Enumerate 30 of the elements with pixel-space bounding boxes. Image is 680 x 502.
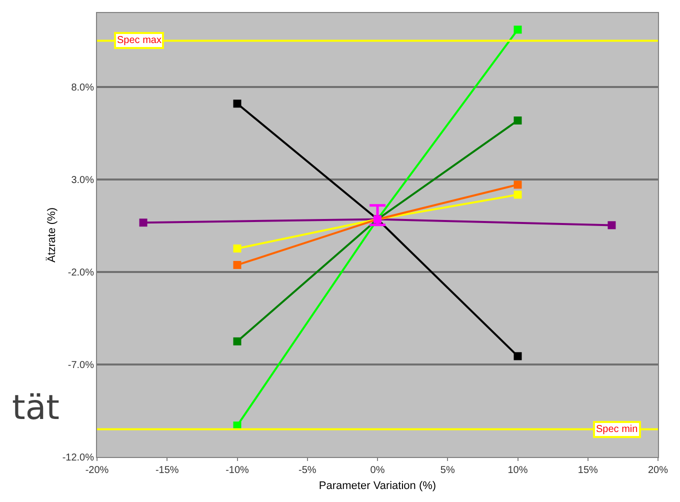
ref-line-label: Spec max [117, 35, 162, 46]
point [139, 218, 148, 227]
point [233, 100, 242, 108]
x-tick-label: -15% [155, 465, 179, 476]
point [514, 180, 522, 189]
x-tick-label: 15% [578, 465, 598, 476]
point [514, 190, 522, 199]
y-tick-label: 3.0% [71, 175, 94, 186]
point [233, 337, 242, 346]
x-tick-label: -10% [226, 465, 250, 476]
x-tick-label: -5% [298, 465, 316, 476]
x-tick-label: -20% [85, 465, 109, 476]
x-tick-label: 0% [370, 465, 385, 476]
point [608, 221, 616, 230]
y-tick-label: 8.0% [71, 82, 94, 94]
point [233, 244, 242, 253]
point [514, 116, 522, 124]
y-tick-label: -12.0% [62, 452, 94, 464]
x-axis-title: Parameter Variation (%) [318, 480, 436, 492]
ref-line-label: Spec min [596, 424, 638, 435]
x-tick-label: 5% [440, 465, 455, 476]
y-axis-title: Ätzrate (%) [44, 207, 58, 263]
x-tick-label: 20% [648, 465, 668, 476]
point [514, 26, 522, 34]
y-tick-label: -7.0% [68, 360, 94, 371]
x-tick-label: 10% [508, 465, 528, 476]
text: tät [12, 388, 60, 428]
point [233, 260, 242, 269]
point [514, 352, 522, 360]
y-tick-label: -2.0% [68, 268, 94, 278]
